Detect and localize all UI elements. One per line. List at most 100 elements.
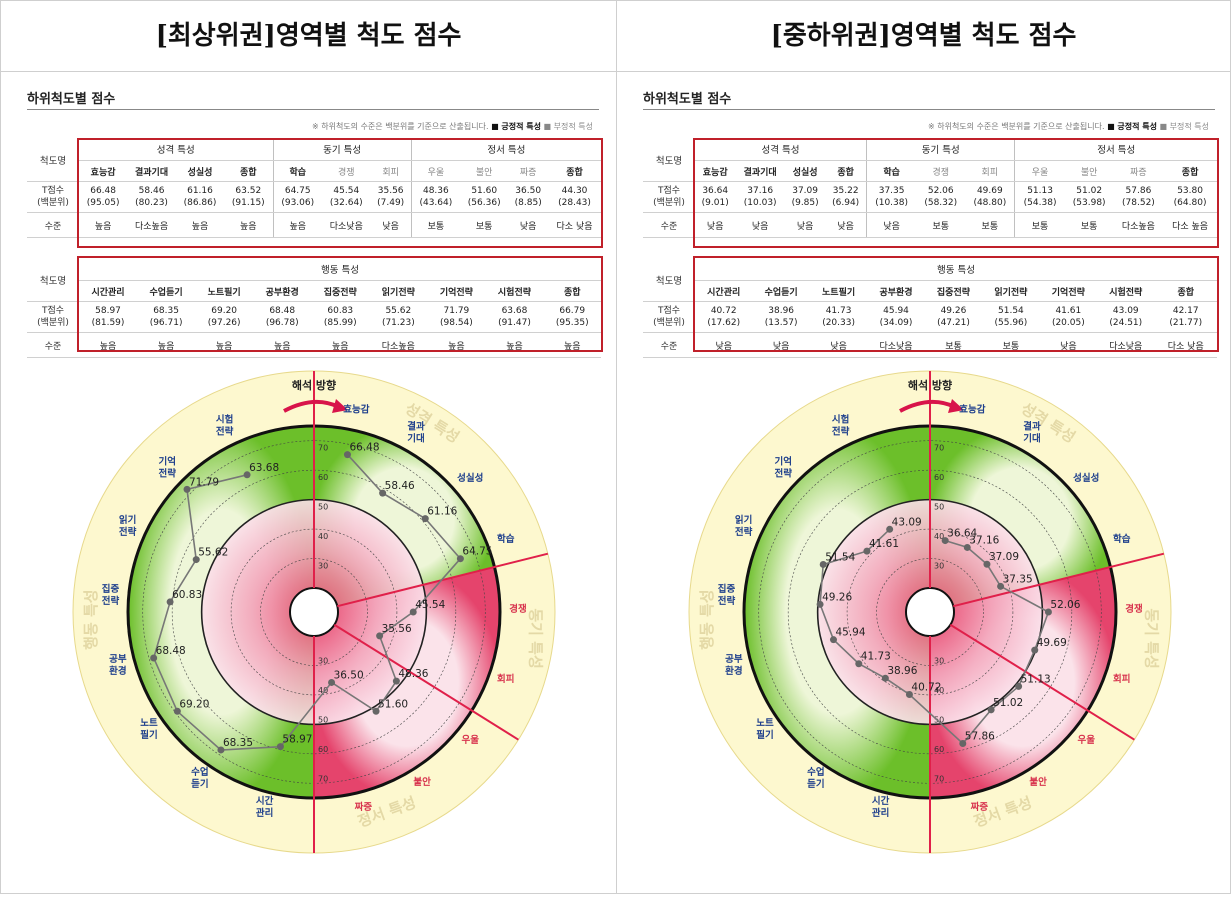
column-header: 종합: [548, 160, 601, 182]
subtitle-underline: [27, 109, 599, 110]
tscore-value: 43.09: [1112, 306, 1139, 316]
percentile-value: (58.32): [924, 198, 958, 208]
tscore-value: 36.50: [515, 186, 542, 196]
score-value-label: 68.35: [223, 737, 253, 749]
level-cell: 높음: [427, 332, 486, 358]
category-label: 성실성: [1073, 472, 1099, 484]
score-point: [217, 746, 225, 754]
percentile-value: (28.43): [558, 198, 591, 208]
legend-negative: ■ 부정적 특성: [543, 122, 593, 131]
behavior-tscore-row: T점수 (백분위) 58.97 (81.59) 68.35 (96.71) 69.20 (97…: [27, 301, 601, 333]
level-cell: 높음: [485, 332, 544, 358]
tscore-cell: 38.96 (13.57): [752, 301, 810, 333]
score-table: 척도명 성격 특성 동기 특성 정서 특성 효능감 결과기대 성실성 종합 학습 경쟁 회피 우울 불안…: [643, 138, 1217, 238]
score-point: [456, 555, 464, 563]
behavior-group-row: 척도명 행동 특성: [643, 258, 1217, 302]
column-header: 효능감: [79, 160, 128, 182]
level-cell: 다소낮음: [867, 332, 925, 358]
column-header: 우울: [1014, 160, 1065, 182]
direction-arrowhead: [332, 399, 348, 413]
tick-label-top: 30: [934, 562, 944, 571]
score-value-label: 37.09: [989, 551, 1019, 563]
level-cell: 높음: [253, 332, 312, 358]
score-value-label: 66.48: [349, 442, 379, 454]
category-label: 회피: [497, 673, 514, 685]
group-name: 성격 특성: [695, 138, 867, 161]
category-label: 집중 전략: [102, 583, 120, 607]
radial-chart: 30 30 40 40 50 50 60 60 70 70 해석 방향 성격 특성 동기 특성 정서 특성…: [617, 367, 1231, 893]
percentile-value: (64.80): [1173, 198, 1207, 208]
tscore-cell: 53.80 (64.80): [1163, 181, 1217, 213]
category-label: 경쟁: [1125, 603, 1142, 615]
column-header: 회피: [370, 160, 412, 182]
tscore-cell: 64.75 (93.06): [272, 181, 322, 213]
legend-positive: ■ 긍정적 특성: [491, 122, 541, 131]
percentile-value: (17.62): [707, 318, 741, 328]
tscore-cell: 40.72 (17.62): [695, 301, 753, 333]
category-label: 학습: [497, 533, 515, 545]
group-name: 정서 특성: [410, 138, 601, 161]
tscore-value: 51.02: [1076, 186, 1103, 196]
percentile-value: (80.23): [135, 198, 168, 208]
level-note: ※ 하위척도의 수준은 백분위를 기준으로 산출됩니다. ■ 긍정적 특성 ■ …: [928, 121, 1209, 132]
score-point: [328, 678, 336, 686]
tick-label-bottom: 40: [934, 686, 944, 695]
percentile-value: (7.49): [377, 198, 405, 208]
tscore-cell: 44.30 (28.43): [548, 181, 601, 213]
score-value-label: 68.48: [156, 645, 186, 657]
column-header: 노트필기: [809, 280, 868, 302]
category-label: 공부 환경: [109, 653, 127, 677]
category-label: 짜증: [971, 801, 989, 813]
level-cell: 보통: [965, 212, 1015, 238]
tscore-cell: 36.64 (9.01): [695, 181, 736, 213]
column-header: 학습: [272, 160, 322, 182]
score-point: [372, 707, 380, 715]
tscore-cell: 51.13 (54.38): [1014, 181, 1065, 213]
level-cell: 높음: [195, 332, 254, 358]
score-point: [1031, 646, 1039, 654]
group-name: 성격 특성: [79, 138, 274, 161]
tick-label-bottom: 60: [934, 745, 944, 754]
score-point: [376, 632, 384, 640]
tscore-value: 42.17: [1172, 306, 1199, 316]
level-cell: 보통: [460, 212, 509, 238]
behavior-level-row: 수준 높음 높음 높음 높음 높음 다소높음 높음 높음 높음: [27, 332, 601, 358]
tscore-cell: 58.46 (80.23): [127, 181, 176, 213]
column-header: 종합: [825, 160, 867, 182]
behavior-section-label: 행동 특성: [698, 589, 716, 649]
level-cell: 낮음: [784, 212, 826, 238]
tick-label-bottom: 30: [934, 656, 944, 665]
tscore-value: 48.36: [422, 186, 449, 196]
column-header: 효능감: [695, 160, 736, 182]
grid-ring: [230, 528, 398, 696]
tscore-value: 68.48: [269, 306, 296, 316]
score-point: [863, 547, 871, 555]
score-value-label: 38.96: [887, 665, 917, 677]
level-cell: 다소낮음: [1097, 332, 1155, 358]
percentile-value: (9.01): [701, 198, 729, 208]
percentile-value: (10.38): [875, 198, 909, 208]
tscore-value: 45.94: [883, 306, 909, 316]
tscore-value: 66.79: [559, 306, 586, 316]
tscore-cell: 51.60 (56.36): [460, 181, 509, 213]
tick-label-top: 60: [318, 473, 328, 482]
level-cell: 높음: [311, 332, 370, 358]
percentile-value: (95.35): [555, 318, 589, 328]
left-panel: 하위척도별 점수 ※ 하위척도의 수준은 백분위를 기준으로 산출됩니다. ■ 긍…: [1, 72, 615, 893]
column-header: 공부환경: [253, 280, 312, 302]
tscore-cell: 57.86 (78.52): [1113, 181, 1164, 213]
score-point: [881, 674, 889, 682]
tscore-value: 38.96: [768, 306, 795, 316]
tscore-cell: 41.61 (20.05): [1039, 301, 1098, 333]
column-header-row: 효능감 결과기대 성실성 종합 학습 경쟁 회피 우울 불안 짜증 종합: [27, 160, 601, 182]
percentile-value: (95.05): [86, 198, 120, 208]
score-value-label: 58.46: [385, 480, 415, 492]
percentile-value: (20.33): [822, 318, 855, 328]
column-header: 수업듣기: [137, 280, 196, 302]
column-header: 시간관리: [79, 280, 138, 302]
column-header: 우울: [410, 160, 461, 182]
column-header: 기억전략: [427, 280, 486, 302]
level-cell: 보통: [1064, 212, 1114, 238]
interpretation-direction-label: 해석 방향: [292, 378, 336, 392]
